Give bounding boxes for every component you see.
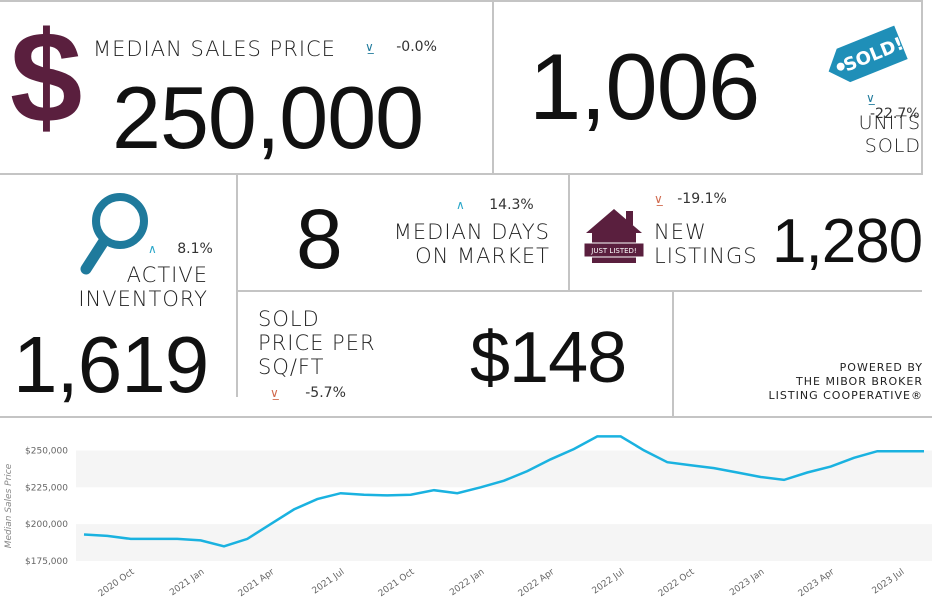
active-inventory-value: 1,619	[13, 320, 209, 409]
magnifier-icon	[80, 193, 148, 275]
divider-h3	[0, 416, 932, 418]
price-per-sqft-label-3: SQ/FT	[258, 355, 325, 379]
sold-tag-icon: SOLD!	[828, 25, 908, 83]
active-inventory-label-2: INVENTORY	[78, 287, 208, 311]
chevron-up-icon: ∧	[148, 242, 157, 256]
median-sales-price-label: MEDIAN SALES PRICE	[93, 37, 336, 61]
chart-y-axis-label: Median Sales Price	[4, 463, 14, 548]
chart-y-tick-label: $225,000	[25, 483, 68, 493]
chevron-down-icon: ∨̲	[654, 192, 663, 206]
price-per-sqft-change-value: -5.7%	[305, 385, 346, 401]
chart-x-tick-label: 2022 Jan	[448, 567, 486, 598]
chart-y-ticks: $175,000 $200,000 $225,000 $250,000	[25, 446, 68, 567]
chevron-down-icon: ∨̲	[270, 386, 279, 400]
chart-grid-band	[76, 524, 932, 561]
median-sales-price-change-value: -0.0%	[396, 39, 437, 55]
just-listed-text: JUST LISTED!	[590, 247, 636, 255]
chart-x-tick-label: 2023 Jan	[728, 567, 766, 598]
chart-x-tick-label: 2023 Apr	[797, 567, 837, 599]
chart-x-tick-label: 2021 Oct	[377, 567, 417, 599]
chart-x-tick-label: 2023 Jul	[871, 567, 907, 596]
chart-x-tick-label: 2022 Oct	[657, 567, 697, 599]
price-per-sqft-label-2: PRICE PER	[258, 331, 376, 355]
median-sales-price-change: ∨̲ -0.0%	[365, 39, 437, 55]
active-inventory-change-value: 8.1%	[177, 241, 213, 257]
divider-v5	[672, 292, 674, 416]
units-sold-change: ∨̲ -22.7%	[866, 90, 921, 122]
units-sold-change-value: -22.7%	[870, 106, 920, 122]
chevron-up-icon: ∧	[456, 198, 465, 212]
units-sold-panel: 1,006 SOLD! ∨̲ -22.7% UNITS SOLD	[494, 2, 921, 173]
chart-x-tick-label: 2021 Jul	[311, 567, 347, 596]
powered-by-line-2: THE MIBOR BROKER	[796, 375, 923, 388]
price-per-sqft-change: ∨̲ -5.7%	[270, 385, 346, 401]
chevron-down-icon: ∨̲	[866, 91, 875, 105]
chart-x-tick-label: 2022 Apr	[517, 567, 557, 599]
powered-by-text: POWERED BY THE MIBOR BROKER LISTING COOP…	[769, 361, 923, 403]
median-sales-price-value: 250,000	[112, 68, 424, 167]
units-sold-value: 1,006	[529, 34, 760, 139]
chart-x-tick-label: 2020 Oct	[97, 567, 137, 599]
new-listings-panel: JUST LISTED! ∨̲ -19.1% NEW LISTINGS 1,28…	[570, 175, 923, 290]
price-per-sqft-label-1: SOLD	[258, 307, 320, 331]
divider-v2	[921, 0, 923, 175]
median-days-change-value: 14.3%	[489, 197, 534, 213]
active-inventory-panel: ∧ 8.1% ACTIVE INVENTORY 1,619	[0, 175, 236, 416]
median-days-value: 8	[296, 192, 343, 286]
median-days-change: ∧ 14.3%	[456, 197, 534, 213]
median-days-label-2: ON MARKET	[415, 244, 550, 268]
units-sold-label-1: UNITS	[858, 112, 921, 134]
chart-series-line	[83, 435, 924, 548]
divider-top	[0, 0, 922, 2]
chart-y-tick-label: $250,000	[25, 446, 68, 456]
dollar-sign-icon: $	[10, 4, 83, 150]
price-per-sqft-panel: SOLD PRICE PER SQ/FT ∨̲ -5.7% $148	[238, 292, 672, 416]
new-listings-label-1: NEW	[654, 220, 707, 244]
chart-x-tick-label: 2021 Apr	[237, 567, 277, 599]
chart-x-tick-label: 2021 Jan	[168, 567, 206, 598]
new-listings-value: 1,280	[772, 207, 923, 276]
median-sales-price-panel: $ MEDIAN SALES PRICE ∨̲ -0.0% 250,000	[0, 2, 492, 173]
new-listings-change: ∨̲ -19.1%	[654, 191, 727, 207]
units-sold-label-2: SOLD	[864, 135, 921, 157]
powered-by-line-1: POWERED BY	[839, 361, 923, 374]
new-listings-label-2: LISTINGS	[654, 244, 758, 268]
active-inventory-label-1: ACTIVE	[126, 263, 208, 287]
divider-v3	[236, 175, 238, 397]
price-per-sqft-value: $148	[470, 318, 627, 398]
powered-by-line-3: LISTING COOPERATIVE®	[768, 389, 923, 402]
median-sales-price-chart: $175,000 $200,000 $225,000 $250,000 2020 Oc…	[4, 435, 932, 599]
chart-x-tick-label: 2022 Jul	[591, 567, 627, 596]
divider-h1	[0, 173, 922, 175]
divider-v1	[492, 0, 494, 175]
chart-grid	[76, 450, 932, 561]
chart-x-ticks: 2020 Oct 2021 Jan 2021 Apr 2021 Jul 2021 Oct…	[97, 567, 907, 599]
active-inventory-change: ∧ 8.1%	[148, 241, 213, 257]
median-days-label-1: MEDIAN DAYS	[393, 220, 550, 244]
new-listings-change-value: -19.1%	[677, 191, 727, 207]
chart-y-tick-label: $175,000	[25, 557, 68, 567]
divider-h2	[238, 290, 922, 292]
house-icon: JUST LISTED!	[583, 209, 645, 263]
chart-y-tick-label: $200,000	[25, 520, 68, 530]
divider-v4	[568, 175, 570, 291]
median-days-panel: 8 ∧ 14.3% MEDIAN DAYS ON MARKET	[238, 175, 568, 290]
chevron-down-icon: ∨̲	[365, 40, 374, 54]
